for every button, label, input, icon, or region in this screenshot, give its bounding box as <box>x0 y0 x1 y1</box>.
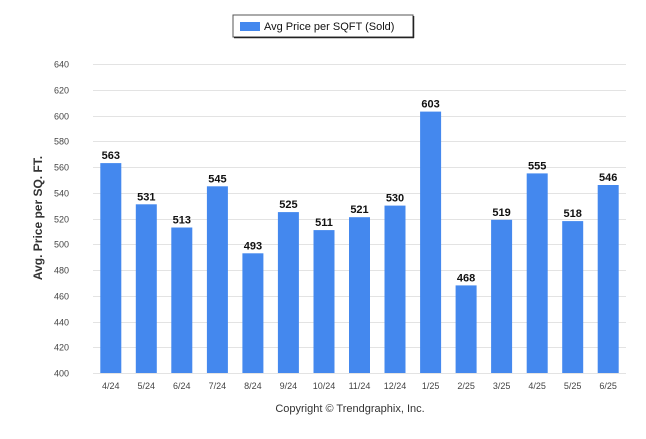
x-tick-label: 4/24 <box>102 381 120 391</box>
data-label: 468 <box>457 272 475 284</box>
data-label: 513 <box>173 215 191 227</box>
y-tick-label: 560 <box>54 163 69 173</box>
data-label: 545 <box>208 173 226 185</box>
bar <box>491 219 513 373</box>
x-axis-ticks: 4/24 5/24 6/24 7/24 8/24 9/24 10/24 11/24 12/24 1… <box>102 381 617 391</box>
bars <box>100 111 619 373</box>
legend-label: Avg Price per SQFT (Sold) <box>264 21 394 33</box>
bar <box>455 285 477 373</box>
data-label: 603 <box>421 99 439 111</box>
copyright-text: Copyright © Trendgraphix, Inc. <box>275 403 424 415</box>
bar <box>384 205 406 373</box>
bar <box>135 204 157 373</box>
bar <box>597 185 619 373</box>
x-tick-label: 10/24 <box>313 381 336 391</box>
bar <box>349 217 370 373</box>
x-tick-label: 4/25 <box>528 381 546 391</box>
y-tick-label: 640 <box>54 60 69 70</box>
data-label: 525 <box>279 199 297 211</box>
data-label: 563 <box>102 150 120 162</box>
x-tick-label: 12/24 <box>384 381 407 391</box>
bar <box>206 186 228 373</box>
x-tick-label: 1/25 <box>422 381 440 391</box>
x-tick-label: 6/24 <box>173 381 191 391</box>
data-label: 493 <box>244 240 262 252</box>
bar <box>420 111 442 373</box>
data-label: 521 <box>350 204 368 216</box>
y-tick-label: 600 <box>54 112 69 122</box>
data-label: 546 <box>599 172 617 184</box>
y-tick-label: 440 <box>54 318 69 328</box>
data-labels: 563 531 513 545 493 525 511 521 530 603 468 519 555 5… <box>102 99 618 285</box>
y-tick-label: 500 <box>54 240 69 250</box>
x-tick-label: 9/24 <box>280 381 298 391</box>
y-tick-label: 540 <box>54 189 69 199</box>
data-label: 518 <box>564 208 582 220</box>
y-tick-label: 480 <box>54 266 69 276</box>
bar <box>277 212 299 373</box>
y-axis-ticks: 400 420 440 460 480 500 520 540 560 580 600 620 640 <box>54 60 69 379</box>
y-tick-label: 460 <box>54 292 69 302</box>
y-tick-label: 520 <box>54 215 69 225</box>
x-tick-label: 2/25 <box>457 381 475 391</box>
data-label: 519 <box>492 207 510 219</box>
data-label: 530 <box>386 193 404 205</box>
x-tick-label: 8/24 <box>244 381 262 391</box>
data-label: 531 <box>137 191 155 203</box>
data-label: 511 <box>315 217 333 229</box>
x-tick-label: 11/24 <box>349 381 371 391</box>
x-tick-label: 3/25 <box>493 381 511 391</box>
x-tick-label: 6/25 <box>599 381 617 391</box>
legend: Avg Price per SQFT (Sold) <box>232 14 415 39</box>
y-tick-label: 580 <box>54 137 69 147</box>
bar <box>100 163 122 373</box>
y-axis-title: Avg. Price per SQ. FT. <box>31 156 45 280</box>
y-tick-label: 620 <box>54 86 69 96</box>
x-tick-label: 7/24 <box>209 381 227 391</box>
x-tick-label: 5/25 <box>564 381 582 391</box>
bar <box>171 227 193 373</box>
data-label: 555 <box>528 160 546 172</box>
bar <box>526 173 548 373</box>
x-tick-label: 5/24 <box>138 381 156 391</box>
y-tick-label: 420 <box>54 343 69 353</box>
bar <box>242 253 264 373</box>
legend-swatch <box>240 22 260 31</box>
bar <box>313 230 335 373</box>
bar <box>562 221 584 373</box>
y-tick-label: 400 <box>54 369 69 379</box>
